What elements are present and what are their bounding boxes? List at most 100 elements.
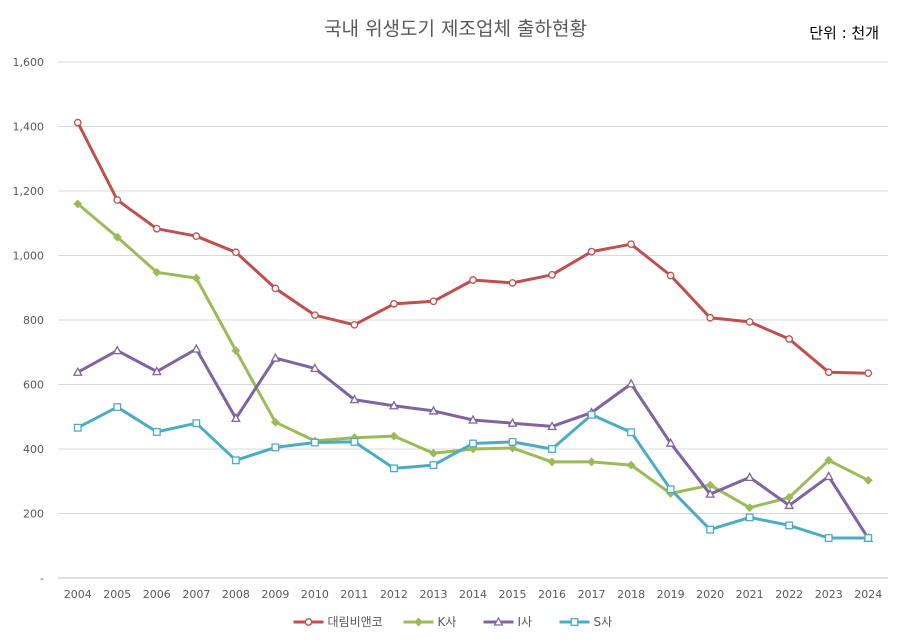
data-point[interactable] [152,224,161,233]
x-tick-label: 2005 [103,588,131,601]
data-point[interactable] [548,445,556,453]
data-point[interactable] [428,405,439,415]
y-tick-label: 400 [23,443,44,456]
data-point[interactable] [507,417,518,427]
data-point[interactable] [389,431,399,441]
data-point[interactable] [349,394,360,404]
data-point[interactable] [785,335,794,343]
data-point[interactable] [73,199,83,209]
legend-item[interactable]: S사 [559,615,613,629]
data-point[interactable] [192,232,201,240]
data-point[interactable] [863,475,873,485]
data-point[interactable] [587,247,596,256]
series-line[interactable] [76,202,870,510]
data-point[interactable] [508,443,517,453]
y-tick-label: - [40,572,44,585]
data-point[interactable] [310,438,319,447]
data-point[interactable] [232,248,240,257]
data-point[interactable] [823,471,834,481]
series-대림비앤코[interactable] [73,118,873,378]
y-tick-label: 1,600 [13,56,45,69]
data-point[interactable] [627,240,635,249]
series-I사[interactable] [72,343,874,542]
data-point[interactable] [73,118,82,127]
data-point[interactable] [469,439,477,448]
data-point[interactable] [72,366,83,376]
x-tick-label: 2011 [340,588,368,601]
data-point[interactable] [626,460,636,470]
data-point[interactable] [469,276,477,284]
data-point[interactable] [191,273,201,283]
legend-item[interactable]: I사 [483,615,533,629]
data-point[interactable] [548,270,556,279]
data-point[interactable] [587,457,596,467]
data-point[interactable] [744,472,755,482]
x-tick-label: 2024 [854,588,882,601]
data-point[interactable] [230,413,241,423]
data-point[interactable] [414,617,423,627]
data-point[interactable] [270,352,281,362]
series-line[interactable] [76,121,870,375]
data-point[interactable] [508,437,517,446]
data-point[interactable] [429,448,438,458]
data-point[interactable] [151,366,162,376]
data-point[interactable] [192,419,201,428]
data-point[interactable] [745,318,754,326]
data-point[interactable] [73,423,82,432]
data-point[interactable] [113,196,122,204]
data-point[interactable] [112,345,123,355]
series-S사[interactable] [73,403,873,542]
data-point[interactable] [113,403,122,412]
data-point[interactable] [112,232,122,242]
data-point[interactable] [570,618,579,626]
data-point[interactable] [627,428,636,437]
legend[interactable]: 대림비앤코 K사 I사 S사 [293,615,613,629]
data-point[interactable] [824,455,834,465]
data-point[interactable] [311,311,319,320]
data-point[interactable] [304,618,313,626]
data-point[interactable] [350,437,359,446]
data-point[interactable] [705,488,716,498]
data-point[interactable] [587,410,596,419]
data-point[interactable] [666,485,675,494]
data-point[interactable] [745,503,755,513]
data-point[interactable] [706,313,714,322]
data-point[interactable] [666,271,675,280]
data-point[interactable] [429,297,438,306]
x-tick-label: 2012 [380,588,408,601]
data-point[interactable] [547,421,557,431]
legend-item[interactable]: K사 [403,615,457,629]
data-point[interactable] [705,480,715,490]
data-point[interactable] [493,616,504,626]
data-point[interactable] [745,513,754,522]
data-point[interactable] [706,525,715,534]
data-point[interactable] [231,456,240,465]
data-point[interactable] [310,363,320,373]
data-point[interactable] [350,320,359,329]
data-point[interactable] [390,300,398,308]
data-point[interactable] [665,437,676,447]
data-point[interactable] [271,284,280,293]
data-point[interactable] [152,427,161,436]
data-point[interactable] [864,369,873,378]
data-point[interactable] [231,346,241,356]
series-K사[interactable] [73,199,873,513]
data-point[interactable] [824,368,833,377]
data-point[interactable] [468,414,478,424]
data-point[interactable] [785,521,794,530]
data-point[interactable] [547,457,557,467]
data-point[interactable] [152,267,162,277]
data-point[interactable] [429,461,438,470]
data-point[interactable] [191,343,202,353]
data-point[interactable] [390,464,398,473]
data-point[interactable] [389,400,399,410]
data-point[interactable] [864,534,873,542]
data-point[interactable] [824,534,833,542]
data-point[interactable] [271,443,280,452]
data-point[interactable] [508,279,517,287]
x-tick-label: 2017 [578,588,606,601]
data-point[interactable] [270,417,280,427]
data-point[interactable] [626,378,636,388]
data-point[interactable] [784,500,795,510]
legend-item[interactable]: 대림비앤코 [293,615,383,629]
